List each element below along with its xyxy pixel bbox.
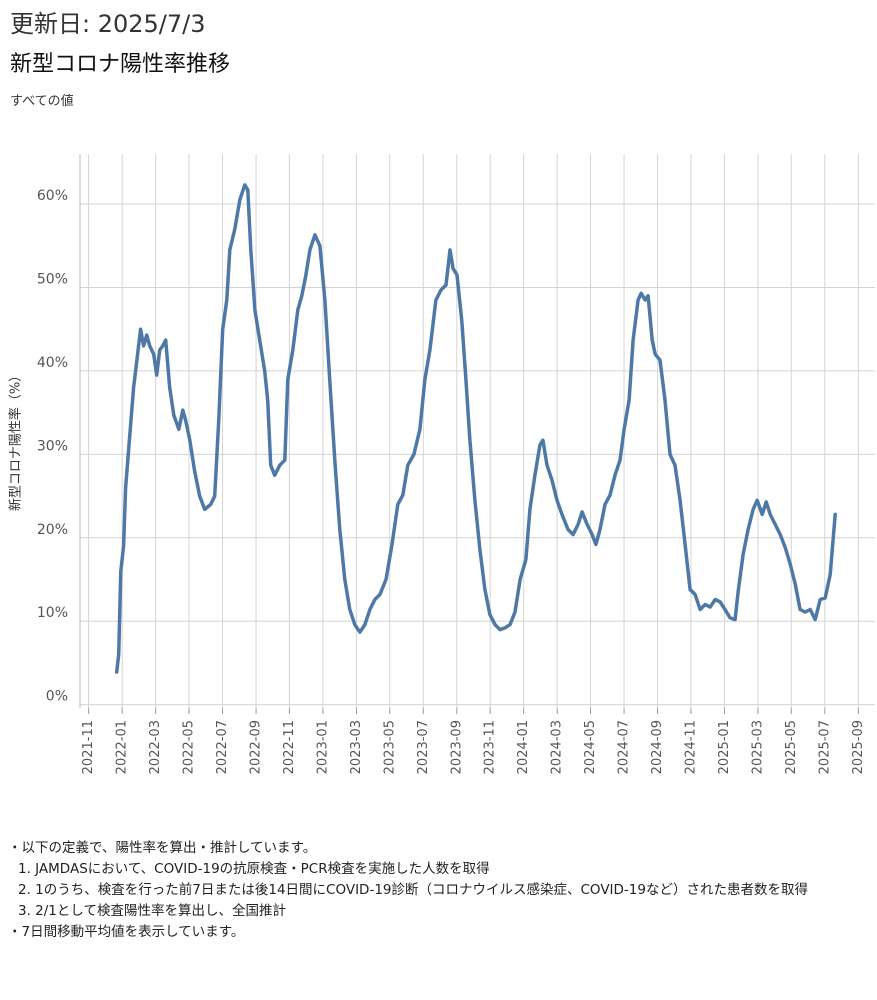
x-tick-label: 2024-03: [550, 720, 565, 774]
note: ・7日間移動平均値を表示しています。: [8, 924, 245, 940]
x-tick-label: 2022-11: [282, 720, 297, 774]
x-tick-label: 2023-01: [315, 720, 330, 774]
x-tick-label: 2024-01: [516, 720, 531, 774]
x-tick-label: 2024-09: [650, 720, 665, 774]
y-tick-label: 0%: [46, 689, 68, 705]
x-tick-label: 2025-01: [717, 720, 732, 774]
data-line: [114, 183, 837, 674]
x-tick-label: 2024-11: [683, 720, 698, 774]
x-tick-label: 2022-07: [215, 720, 230, 774]
chart-title: 新型コロナ陽性率推移: [10, 52, 231, 77]
note: 3. 2/1として検査陽性率を算出し、全国推計: [18, 903, 286, 919]
updated: 更新日: 2025/7/3: [10, 10, 206, 38]
x-tick-label: 2025-05: [784, 720, 799, 774]
y-tick-label: 60%: [37, 188, 68, 204]
x-tick-label: 2023-09: [449, 720, 464, 774]
x-tick-label: 2022-03: [148, 720, 163, 774]
y-tick-label: 40%: [37, 355, 68, 371]
y-axis-label: 新型コロナ陽性率（%）: [8, 369, 24, 511]
y-tick-label: 30%: [37, 438, 68, 454]
x-tick-label: 2023-07: [416, 720, 431, 774]
x-tick-label: 2025-07: [817, 720, 832, 774]
x-tick-label: 2025-03: [750, 720, 765, 774]
note: 1. JAMDASにおいて、COVID-19の抗原検査・PCR検査を実施した人数…: [18, 861, 490, 877]
chart: 新型コロナ陽性率（%） 0% 10% 20% 30% 40% 50% 60% 2021-11 2…: [8, 154, 875, 774]
x-tick-label: 2022-01: [115, 720, 130, 774]
chart-subtitle: すべての値: [10, 94, 74, 109]
note: 2. 1のうち、検査を行った前7日または後14日間にCOVID-19診断（コロナ…: [18, 882, 808, 898]
x-tick-label: 2021-11: [81, 720, 96, 774]
notes: ・以下の定義で、陽性率を算出・推計しています。 1. JAMDASにおいて、CO…: [8, 838, 808, 943]
y-tick-label: 20%: [37, 522, 68, 538]
x-tick-label: 2024-07: [617, 720, 632, 774]
x-tick-label: 2022-05: [182, 720, 197, 774]
x-tick-label: 2025-09: [851, 720, 866, 774]
x-tick-label: 2023-03: [349, 720, 364, 774]
y-tick-label: 10%: [37, 605, 68, 621]
y-tick-label: 50%: [37, 271, 68, 287]
x-tick-label: 2024-05: [583, 720, 598, 774]
x-tick-label: 2023-05: [382, 720, 397, 774]
x-tick-label: 2022-09: [249, 720, 264, 774]
x-tick-label: 2023-11: [483, 720, 498, 774]
note: ・以下の定義で、陽性率を算出・推計しています。: [8, 840, 317, 856]
